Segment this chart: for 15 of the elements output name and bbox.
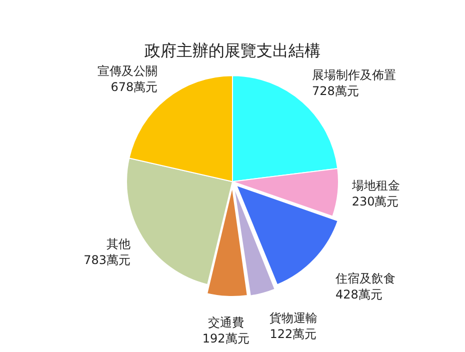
data-label: 192萬元 xyxy=(202,332,250,346)
slice-label: 交通費 xyxy=(208,316,244,330)
slice-label: 貨物運輸 xyxy=(270,310,318,325)
data-label: 428萬元 xyxy=(336,287,382,302)
data-label: 783萬元 xyxy=(84,252,131,267)
slice-label: 展場制作及佈置 xyxy=(312,68,396,82)
data-label: 728萬元 xyxy=(312,84,359,98)
slice-label: 其他 xyxy=(106,236,131,251)
slice-label: 住宿及飲食 xyxy=(334,271,396,286)
data-label: 230萬元 xyxy=(352,194,399,208)
slice-label: 場地租金 xyxy=(350,178,400,192)
data-label: 122萬元 xyxy=(270,326,317,341)
chart-title: 政府主辦的展覽支出結構 xyxy=(144,40,320,60)
slice-label: 宣傳及公關 xyxy=(98,64,158,78)
data-label: 678萬元 xyxy=(110,80,158,94)
